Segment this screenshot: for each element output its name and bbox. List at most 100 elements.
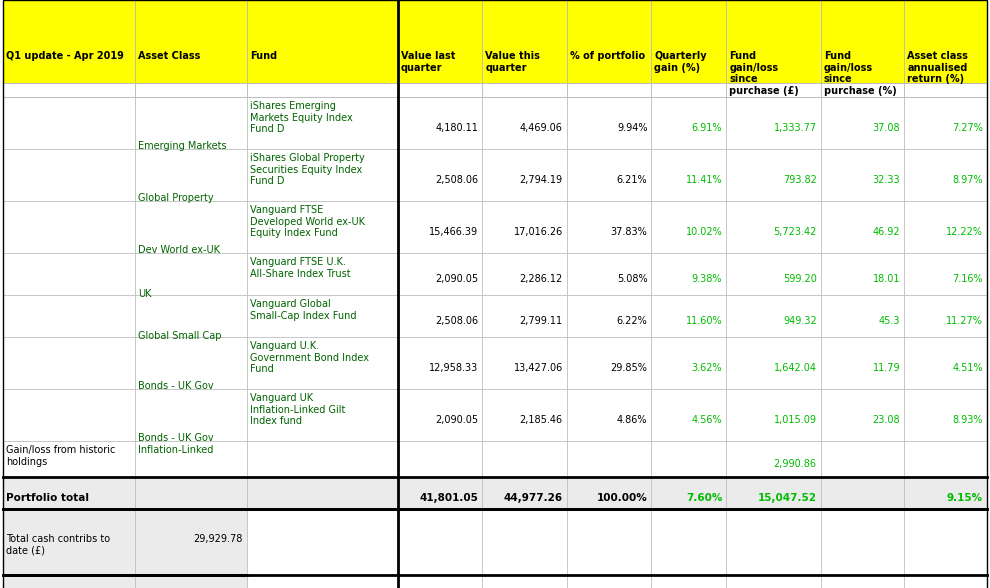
Bar: [821, 149, 904, 201]
Text: 8.97%: 8.97%: [952, 175, 983, 185]
Text: 7.27%: 7.27%: [952, 123, 983, 133]
Bar: [727, 201, 821, 253]
Bar: [821, 0, 904, 83]
Bar: [727, 509, 821, 575]
Bar: [821, 441, 904, 477]
Text: 23.08: 23.08: [873, 415, 900, 425]
Text: Asset class
annualised
return (%): Asset class annualised return (%): [908, 51, 968, 84]
Bar: [248, 149, 398, 201]
Text: 5,723.42: 5,723.42: [773, 227, 817, 237]
Text: 41,801.05: 41,801.05: [420, 493, 478, 503]
Text: Gain/loss from historic
holdings: Gain/loss from historic holdings: [6, 445, 116, 467]
Text: 1,642.04: 1,642.04: [774, 363, 817, 373]
Bar: [398, 509, 482, 575]
Text: 2,508.06: 2,508.06: [435, 316, 478, 326]
Text: Asset Class: Asset Class: [138, 51, 200, 61]
Bar: [904, 149, 987, 201]
Bar: [651, 441, 727, 477]
Bar: [904, 509, 987, 575]
Text: Bonds - UK Gov
Inflation-Linked: Bonds - UK Gov Inflation-Linked: [138, 433, 214, 455]
Bar: [482, 509, 567, 575]
Bar: [567, 149, 651, 201]
Bar: [3, 295, 135, 337]
Bar: [135, 337, 248, 389]
Text: Q1 update - Apr 2019: Q1 update - Apr 2019: [6, 51, 124, 61]
Text: Fund: Fund: [250, 51, 277, 61]
Bar: [821, 97, 904, 149]
Bar: [135, 97, 248, 149]
Text: 949.32: 949.32: [783, 316, 817, 326]
Text: Dev World ex-UK: Dev World ex-UK: [138, 245, 220, 255]
Bar: [248, 441, 398, 477]
Bar: [398, 337, 482, 389]
Text: 4.51%: 4.51%: [952, 363, 983, 373]
Text: 11.27%: 11.27%: [946, 316, 983, 326]
Bar: [651, 295, 727, 337]
Bar: [135, 477, 248, 509]
Bar: [398, 201, 482, 253]
Bar: [482, 441, 567, 477]
Text: Vanguard Global
Small-Cap Index Fund: Vanguard Global Small-Cap Index Fund: [250, 299, 356, 320]
Bar: [904, 477, 987, 509]
Bar: [398, 97, 482, 149]
Text: 9.15%: 9.15%: [946, 493, 983, 503]
Text: 6.22%: 6.22%: [617, 316, 647, 326]
Bar: [904, 441, 987, 477]
Bar: [248, 0, 398, 83]
Bar: [3, 441, 135, 477]
Bar: [398, 0, 482, 83]
Bar: [248, 201, 398, 253]
Bar: [821, 509, 904, 575]
Bar: [567, 295, 651, 337]
Text: 15,466.39: 15,466.39: [429, 227, 478, 237]
Bar: [727, 575, 821, 588]
Text: 100.00%: 100.00%: [597, 493, 647, 503]
Bar: [904, 0, 987, 83]
Text: iShares Global Property
Securities Equity Index
Fund D: iShares Global Property Securities Equit…: [250, 153, 364, 186]
Bar: [727, 149, 821, 201]
Text: 2,090.05: 2,090.05: [435, 274, 478, 284]
Text: Value this
quarter: Value this quarter: [485, 51, 541, 72]
Text: 7.16%: 7.16%: [952, 274, 983, 284]
Bar: [651, 575, 727, 588]
Bar: [3, 509, 135, 575]
Bar: [651, 97, 727, 149]
Bar: [904, 201, 987, 253]
Text: 46.92: 46.92: [873, 227, 900, 237]
Text: 9.38%: 9.38%: [692, 274, 723, 284]
Bar: [727, 295, 821, 337]
Text: 9.94%: 9.94%: [617, 123, 647, 133]
Text: 2,286.12: 2,286.12: [520, 274, 563, 284]
Text: Fund
gain/loss
since
purchase (%): Fund gain/loss since purchase (%): [824, 51, 897, 96]
Bar: [727, 0, 821, 83]
Text: 2,185.46: 2,185.46: [520, 415, 563, 425]
Bar: [482, 83, 567, 97]
Text: Vanguard FTSE U.K.
All-Share Index Trust: Vanguard FTSE U.K. All-Share Index Trust: [250, 257, 350, 279]
Text: Portfolio total: Portfolio total: [6, 493, 89, 503]
Bar: [398, 253, 482, 295]
Text: iShares Emerging
Markets Equity Index
Fund D: iShares Emerging Markets Equity Index Fu…: [250, 101, 352, 134]
Text: 44,977.26: 44,977.26: [504, 493, 563, 503]
Text: Global Small Cap: Global Small Cap: [138, 330, 222, 340]
Bar: [398, 477, 482, 509]
Bar: [567, 575, 651, 588]
Bar: [398, 149, 482, 201]
Text: 4,469.06: 4,469.06: [520, 123, 563, 133]
Bar: [567, 97, 651, 149]
Bar: [567, 509, 651, 575]
Bar: [904, 337, 987, 389]
Bar: [567, 0, 651, 83]
Bar: [3, 575, 135, 588]
Text: 7.60%: 7.60%: [686, 493, 723, 503]
Bar: [482, 0, 567, 83]
Text: 32.33: 32.33: [873, 175, 900, 185]
Bar: [727, 97, 821, 149]
Text: 6.21%: 6.21%: [617, 175, 647, 185]
Bar: [398, 441, 482, 477]
Text: 13,427.06: 13,427.06: [514, 363, 563, 373]
Bar: [135, 295, 248, 337]
Bar: [398, 295, 482, 337]
Bar: [135, 441, 248, 477]
Bar: [248, 97, 398, 149]
Bar: [482, 337, 567, 389]
